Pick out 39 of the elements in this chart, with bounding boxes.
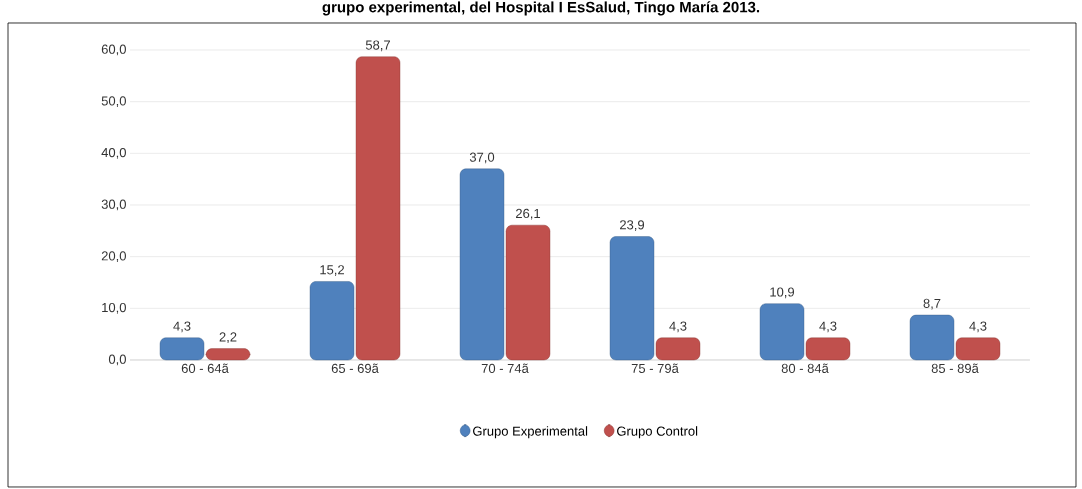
data-label: 58,7	[365, 40, 390, 52]
data-label: 8,7	[923, 298, 941, 310]
x-tick-label: 70 - 74ã	[481, 363, 529, 373]
bar	[655, 337, 701, 361]
data-label: 15,2	[320, 265, 344, 276]
bar	[955, 337, 1001, 361]
x-tick-label: 80 - 84ã	[781, 363, 829, 373]
data-label: 4,3	[669, 321, 687, 333]
bar	[159, 337, 205, 361]
bar	[609, 236, 655, 361]
legend-label: Grupo Control	[617, 426, 698, 439]
bar	[459, 168, 505, 361]
bar	[505, 224, 551, 361]
y-tick-label: 50,0	[101, 96, 126, 108]
bar	[355, 56, 401, 361]
y-tick-label: 30,0	[101, 199, 126, 211]
x-tick-label: 75 - 79ã	[631, 363, 679, 373]
data-label: 2,2	[219, 332, 237, 344]
y-tick-label: 40,0	[101, 147, 126, 159]
y-tick-label: 10,0	[102, 302, 126, 314]
y-tick-label: 0,0	[108, 354, 126, 366]
x-tick-label: 60 - 64ã	[181, 363, 229, 373]
chart-title: grupo experimental, del Hospital I EsSalud, Tingo María 2013.	[322, 1, 760, 16]
data-label: 37,0	[469, 152, 495, 164]
bar	[309, 281, 355, 361]
y-tick-label: 60,0	[101, 44, 126, 56]
bar	[805, 337, 851, 361]
data-label: 4,3	[173, 321, 191, 333]
data-label: 4,3	[819, 321, 837, 333]
y-tick-label: 20,0	[101, 251, 126, 263]
data-label: 26,1	[516, 208, 541, 220]
x-tick-label: 65 - 69ã	[331, 363, 379, 373]
bar	[759, 303, 805, 361]
legend-label: Grupo Experimental	[473, 426, 588, 439]
data-label: 10,9	[770, 287, 795, 299]
data-label: 23,9	[620, 220, 645, 231]
x-tick-label: 85 - 89ã	[931, 363, 979, 373]
bar	[909, 314, 955, 361]
data-label: 4,3	[969, 321, 987, 333]
